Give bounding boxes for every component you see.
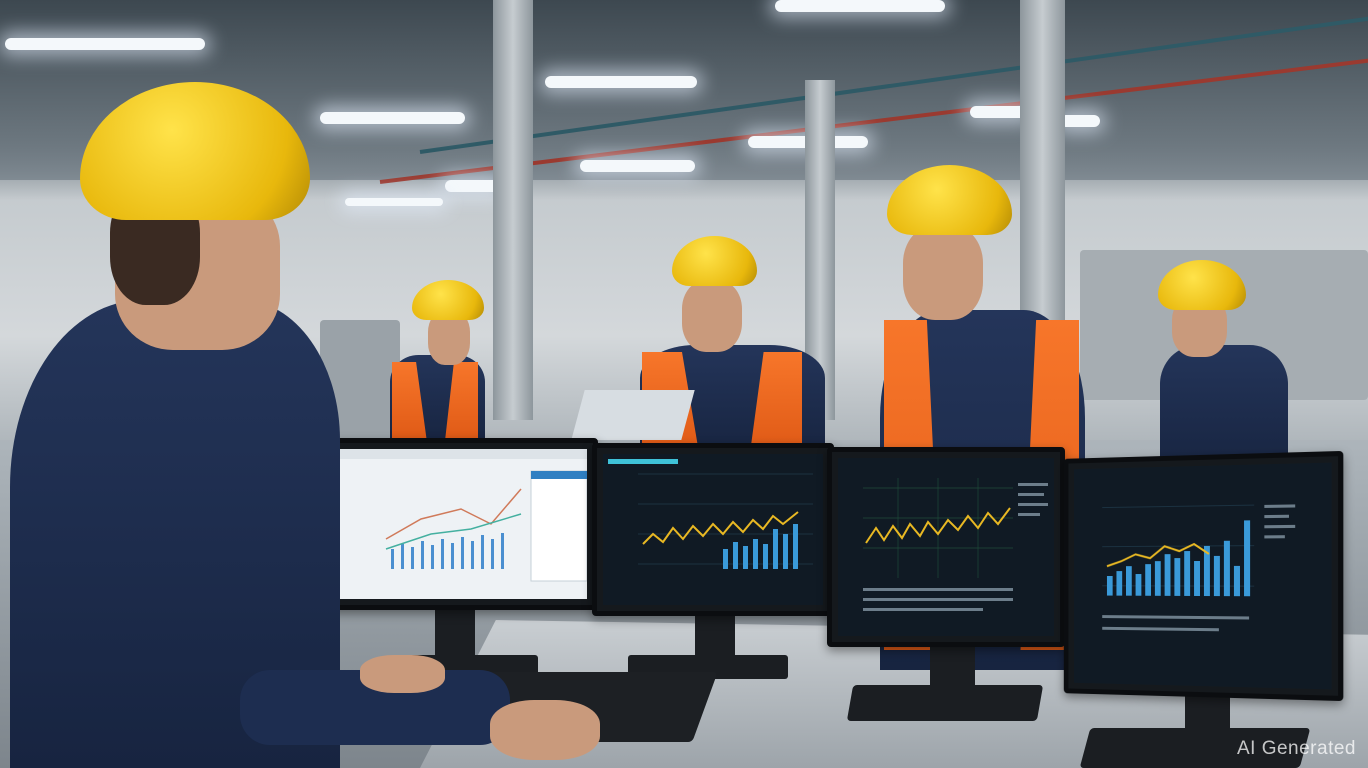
ai-generated-watermark: AI Generated xyxy=(1237,738,1356,760)
ceiling-light xyxy=(545,76,697,88)
hand xyxy=(360,655,445,693)
ceiling-light xyxy=(345,198,443,206)
monitor-base xyxy=(847,685,1043,721)
monitor-4-chart xyxy=(1074,463,1332,690)
tablet xyxy=(571,390,694,440)
ceiling-light xyxy=(580,160,695,172)
ceiling-light xyxy=(445,180,500,192)
monitor-3-chart xyxy=(838,458,1054,636)
ceiling-light xyxy=(1060,115,1100,127)
monitor-4 xyxy=(1064,451,1344,701)
monitor-1-chart xyxy=(331,449,587,599)
ceiling-light xyxy=(775,0,945,12)
ceiling-light xyxy=(5,38,205,50)
monitor-1 xyxy=(320,438,598,610)
monitor-2 xyxy=(592,443,834,616)
pillar xyxy=(493,0,533,420)
hand xyxy=(490,700,600,760)
monitor-2-chart xyxy=(603,454,823,604)
ceiling-light xyxy=(320,112,465,124)
monitor-3 xyxy=(827,447,1065,647)
